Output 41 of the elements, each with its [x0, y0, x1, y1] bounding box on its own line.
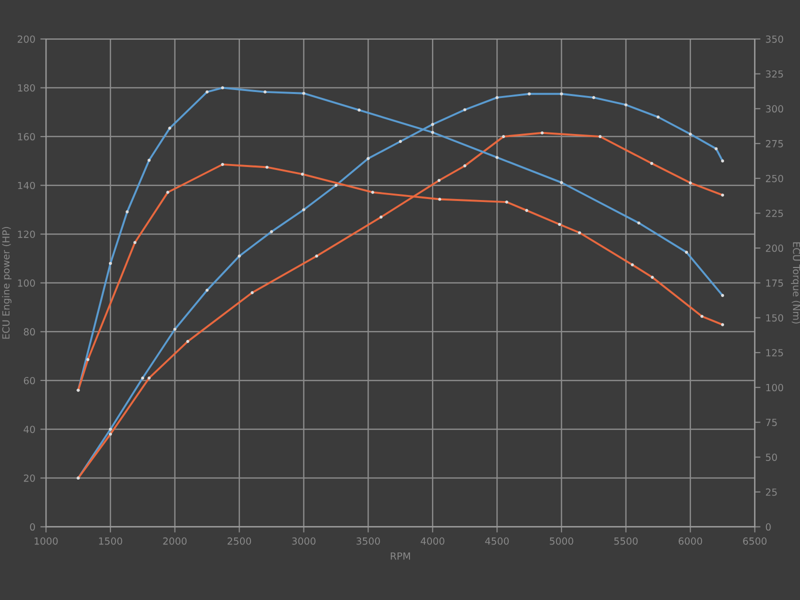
- y2-tick-label: 225: [766, 210, 783, 218]
- x-tick-label: 1500: [99, 537, 122, 545]
- y2-tick-label: 50: [766, 454, 777, 461]
- x-tick-label: 3500: [356, 537, 380, 545]
- y2-tick-label: 325: [766, 70, 783, 78]
- y-tick-label: 80: [24, 328, 35, 336]
- y2-tick-label: 100: [766, 384, 784, 392]
- x-tick-label: 6000: [678, 537, 702, 545]
- y2-tick-label: 250: [766, 174, 784, 182]
- y-axis-title: ECU Engine power (HP): [2, 227, 12, 339]
- y2-tick-label: 200: [766, 244, 784, 252]
- x-tick-label: 6500: [743, 537, 767, 545]
- y2-axis-title: ECU Torque (Nm): [791, 242, 800, 324]
- y-tick-label: 60: [24, 376, 35, 384]
- x-tick-label: 2500: [228, 537, 252, 545]
- y2-tick-label: 300: [766, 105, 784, 113]
- y2-tick-label: 150: [766, 314, 784, 322]
- x-axis-title: RPM: [390, 552, 410, 560]
- y2-tick-label: 75: [766, 418, 777, 426]
- x-tick-label: 5000: [550, 537, 574, 545]
- x-tick-label: 5500: [614, 537, 638, 545]
- y-tick-label: 200: [18, 35, 35, 43]
- y-tick-label: 100: [18, 279, 35, 287]
- y2-tick-label: 25: [766, 488, 777, 496]
- x-tick-label: 1000: [34, 537, 58, 545]
- y-tick-label: 140: [18, 182, 35, 190]
- x-tick-label: 4500: [485, 537, 509, 545]
- y2-tick-label: 0: [766, 523, 771, 531]
- y-tick-label: 160: [18, 133, 35, 140]
- y2-tick-label: 350: [766, 35, 784, 43]
- y-tick-label: 120: [18, 230, 35, 238]
- y-tick-label: 0: [30, 523, 35, 531]
- y-tick-label: 40: [24, 426, 35, 434]
- x-tick-label: 2000: [163, 537, 187, 545]
- y2-tick-label: 175: [766, 280, 783, 287]
- x-tick-label: 4000: [420, 537, 444, 545]
- y2-tick-label: 275: [766, 140, 783, 148]
- y-tick-label: 180: [18, 84, 35, 92]
- y2-tick-label: 125: [766, 349, 783, 356]
- y-tick-label: 20: [24, 474, 35, 482]
- x-tick-label: 3000: [292, 537, 316, 545]
